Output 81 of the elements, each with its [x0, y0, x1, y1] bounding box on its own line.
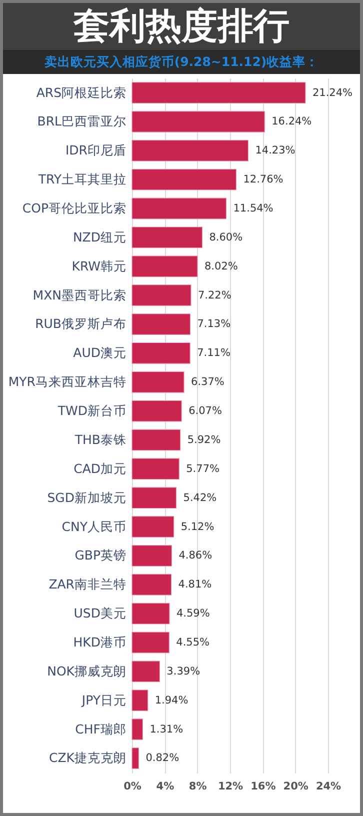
- y-tick-label: GBP英镑: [74, 548, 126, 563]
- y-tick-label: MXN墨西哥比索: [32, 287, 126, 302]
- bar: [132, 516, 174, 538]
- bar: [132, 690, 148, 712]
- bar: [132, 198, 227, 220]
- y-tick-label: ZAR南非兰特: [48, 576, 126, 592]
- bar: [132, 226, 203, 248]
- y-tick-label: USD美元: [74, 606, 126, 621]
- bar: [132, 314, 191, 335]
- bar: [132, 82, 306, 104]
- data-label: 1.94%: [154, 694, 188, 706]
- data-label: 5.92%: [187, 434, 221, 446]
- chart-title: 套利热度排行: [3, 3, 360, 50]
- y-tick-label: TRY土耳其里拉: [37, 172, 126, 187]
- bar: [132, 429, 181, 451]
- bar: [132, 342, 190, 364]
- y-tick-label: TWD新台币: [56, 403, 126, 418]
- data-label: 7.13%: [197, 318, 231, 330]
- data-label: 14.23%: [255, 144, 296, 157]
- y-tick-label: THB泰铢: [74, 432, 126, 447]
- data-label: 7.11%: [197, 347, 230, 360]
- bar: [132, 371, 184, 393]
- data-label: 3.39%: [166, 665, 200, 678]
- y-tick-label: NZD纽元: [72, 229, 126, 244]
- y-tick-label: HKD港币: [73, 634, 126, 650]
- y-tick-label: BRL巴西雷亚尔: [37, 114, 126, 129]
- y-tick-label: SGD新加坡元: [47, 490, 126, 505]
- data-label: 4.55%: [176, 636, 210, 649]
- bar: [132, 748, 139, 769]
- bar: [132, 574, 172, 596]
- chart-subtitle: 卖出欧元买入相应货币(9.28~11.12)收益率：: [3, 50, 360, 74]
- data-label: 5.12%: [180, 520, 214, 533]
- y-tick-label: RUB俄罗斯卢布: [35, 316, 126, 332]
- y-tick-label: CHF瑞郎: [75, 721, 126, 736]
- bar: [132, 110, 265, 132]
- x-tick-label: 24%: [316, 780, 342, 792]
- bar: [132, 487, 177, 509]
- bar: [132, 400, 182, 422]
- data-label: 6.37%: [191, 376, 224, 388]
- data-label: 5.77%: [186, 462, 220, 475]
- data-label: 4.86%: [178, 550, 212, 562]
- bar: [132, 168, 237, 190]
- data-label: 8.60%: [209, 231, 243, 244]
- y-tick-label: JPY日元: [80, 692, 126, 708]
- y-tick-label: CAD加元: [74, 460, 126, 476]
- bar: [132, 718, 143, 740]
- bar: [132, 284, 192, 306]
- data-label: 0.82%: [146, 752, 180, 764]
- y-tick-label: KRW韩元: [72, 258, 126, 274]
- data-label: 4.81%: [178, 578, 212, 591]
- data-label: 12.76%: [243, 174, 284, 186]
- bar: [132, 602, 170, 624]
- y-tick-label: IDR印尼盾: [66, 142, 126, 158]
- x-tick-label: 12%: [218, 780, 244, 792]
- y-tick-label: MYR马来西亚林吉特: [8, 374, 126, 390]
- bar: [132, 458, 180, 480]
- y-tick-label: CNY人民币: [62, 518, 126, 534]
- data-label: 21.24%: [312, 86, 353, 99]
- bar: [132, 632, 170, 654]
- y-tick-label: COP哥伦比亚比索: [22, 200, 126, 216]
- data-label: 4.59%: [176, 608, 210, 620]
- y-tick-label: ARS阿根廷比索: [36, 84, 126, 100]
- bar: [132, 140, 249, 162]
- data-label: 16.24%: [272, 116, 312, 128]
- x-tick-label: 8%: [188, 780, 208, 792]
- data-label: 1.31%: [150, 723, 184, 736]
- data-label: 6.07%: [188, 405, 222, 418]
- y-tick-label: NOK挪威克朗: [47, 663, 126, 678]
- data-label: 11.54%: [233, 202, 274, 214]
- bar: [132, 256, 198, 278]
- data-label: 8.02%: [204, 260, 238, 272]
- x-tick-label: 0%: [124, 780, 142, 792]
- data-label: 7.22%: [198, 289, 232, 302]
- bar: [132, 544, 172, 566]
- data-label: 5.42%: [183, 492, 217, 504]
- y-tick-label: AUD澳元: [73, 345, 126, 360]
- bar: [132, 660, 160, 682]
- x-tick-label: 20%: [283, 780, 309, 792]
- y-tick-label: CZK捷克克朗: [49, 750, 126, 766]
- x-tick-label: 4%: [156, 780, 175, 792]
- x-tick-label: 16%: [250, 780, 276, 792]
